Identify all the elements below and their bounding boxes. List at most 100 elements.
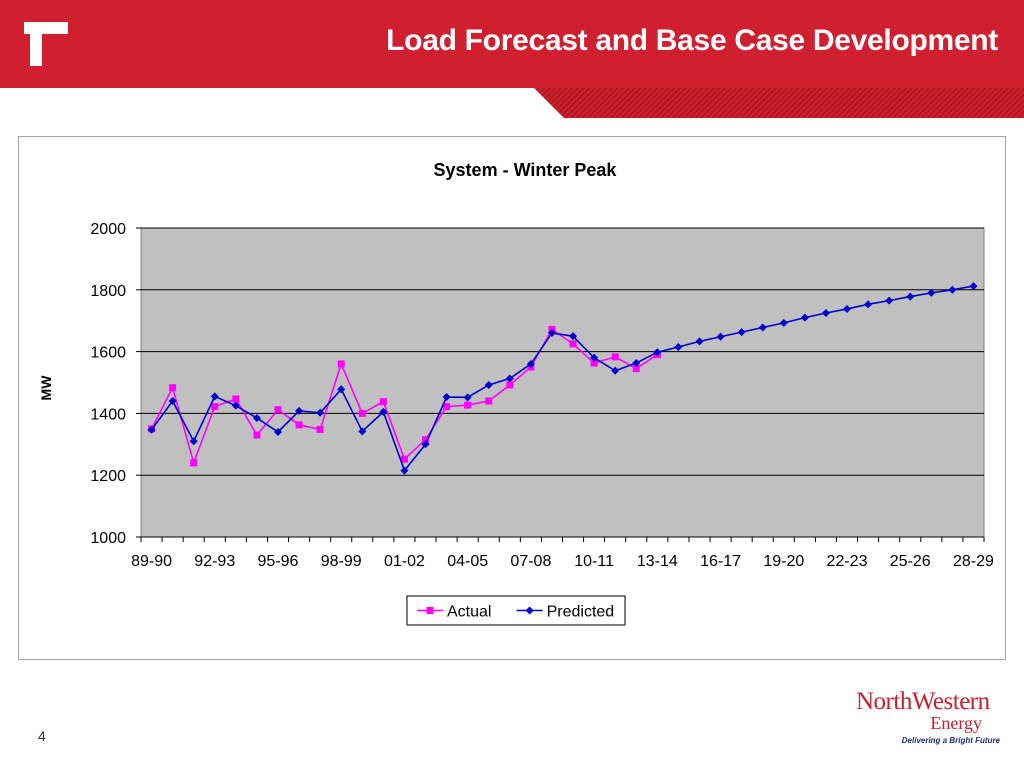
y-tick-label: 1000	[90, 530, 126, 547]
data-point	[358, 427, 367, 436]
data-point	[758, 323, 767, 332]
legend-label: Predicted	[547, 604, 615, 621]
data-point	[716, 332, 725, 341]
corner-logo-icon	[24, 22, 68, 66]
x-tick-label: 19-20	[763, 553, 804, 570]
x-tick-label: 28-29	[953, 553, 994, 570]
x-tick-label: 13-14	[637, 553, 678, 570]
data-point	[253, 431, 261, 439]
x-tick-label: 07-08	[510, 553, 551, 570]
data-point	[864, 300, 873, 309]
data-point	[295, 421, 303, 429]
x-tick-label: 89-90	[131, 553, 172, 570]
data-point	[252, 414, 261, 423]
x-tick-label: 04-05	[447, 553, 488, 570]
data-point	[611, 366, 620, 375]
x-tick-label: 95-96	[258, 553, 299, 570]
data-point	[211, 403, 219, 411]
data-point	[526, 359, 535, 368]
data-point	[337, 360, 345, 368]
x-tick-label: 10-11	[574, 553, 614, 570]
data-point	[569, 340, 577, 348]
x-tick-label: 16-17	[700, 553, 741, 570]
data-point	[506, 381, 514, 389]
legend: Actual Predicted	[406, 595, 626, 626]
data-point	[316, 425, 324, 433]
data-point	[906, 292, 915, 301]
data-point	[505, 374, 514, 383]
legend-marker	[525, 606, 534, 615]
data-point	[190, 459, 198, 467]
y-tick-label: 1200	[90, 468, 126, 485]
data-point	[400, 455, 408, 463]
data-point	[674, 342, 683, 351]
data-point	[948, 285, 957, 294]
brand-tagline: Delivering a Bright Future	[901, 736, 1000, 745]
data-point	[147, 425, 156, 434]
page-number: 4	[38, 728, 46, 744]
data-point	[316, 408, 325, 417]
data-point	[421, 440, 430, 449]
data-point	[273, 427, 282, 436]
data-point	[464, 401, 472, 409]
data-point	[484, 380, 493, 389]
data-point	[422, 436, 430, 444]
data-point	[274, 406, 282, 414]
data-point	[337, 385, 346, 394]
legend-marker	[426, 607, 434, 614]
x-tick-label: 92-93	[194, 553, 235, 570]
data-point	[169, 384, 177, 392]
y-tick-label: 2000	[90, 221, 126, 238]
data-point	[189, 437, 198, 446]
hatched-stripe	[534, 88, 1024, 118]
series-predicted	[147, 282, 978, 475]
data-point	[485, 397, 493, 405]
data-point	[653, 348, 662, 357]
data-point	[442, 393, 451, 402]
data-point	[168, 397, 177, 406]
brand-name: NorthWestern	[856, 688, 990, 715]
x-tick-label: 98-99	[321, 553, 362, 570]
legend-label: Actual	[447, 604, 491, 621]
y-tick-label: 1400	[90, 406, 126, 423]
data-point	[231, 401, 240, 410]
data-point	[969, 282, 978, 291]
data-point	[885, 296, 894, 305]
x-tick-label: 01-02	[384, 553, 425, 570]
data-point	[295, 406, 304, 415]
data-point	[632, 359, 641, 368]
data-point	[590, 359, 598, 367]
series-line	[150, 285, 974, 473]
x-tick-label: 25-26	[890, 553, 931, 570]
data-point	[843, 304, 852, 313]
data-point	[400, 466, 409, 475]
brand-sub: Energy	[930, 713, 982, 733]
chart-frame: 89-90 92-93 95-96 98-99 01-02 04-05 07-08 10-11…	[18, 136, 1006, 660]
data-point	[821, 308, 830, 317]
y-axis-label: MW	[38, 375, 54, 401]
data-point	[358, 409, 366, 417]
data-point	[737, 328, 746, 337]
data-point	[547, 329, 556, 338]
data-point	[463, 393, 472, 402]
data-point	[569, 332, 578, 341]
winter-peak-chart: 89-90 92-93 95-96 98-99 01-02 04-05 07-08 10-11…	[38, 160, 994, 626]
y-tick-label: 1800	[90, 283, 126, 300]
title-bar: Load Forecast and Base Case Development	[0, 0, 1024, 88]
data-point	[232, 395, 240, 403]
data-point	[927, 288, 936, 297]
chart-title: System - Winter Peak	[434, 160, 618, 180]
plot-area	[140, 227, 985, 538]
data-point	[695, 337, 704, 346]
data-point	[779, 318, 788, 327]
x-tick-label: 22-23	[827, 553, 868, 570]
legend-box	[406, 595, 626, 626]
data-point	[800, 313, 809, 322]
northwestern-logo: NorthWestern Energy Delivering a Bright …	[848, 688, 1008, 752]
data-point	[379, 407, 388, 416]
data-point	[611, 353, 619, 361]
slide-title: Load Forecast and Base Case Development	[386, 24, 998, 57]
data-point	[590, 353, 599, 362]
data-point	[379, 398, 387, 406]
y-tick-label: 1600	[90, 345, 126, 362]
